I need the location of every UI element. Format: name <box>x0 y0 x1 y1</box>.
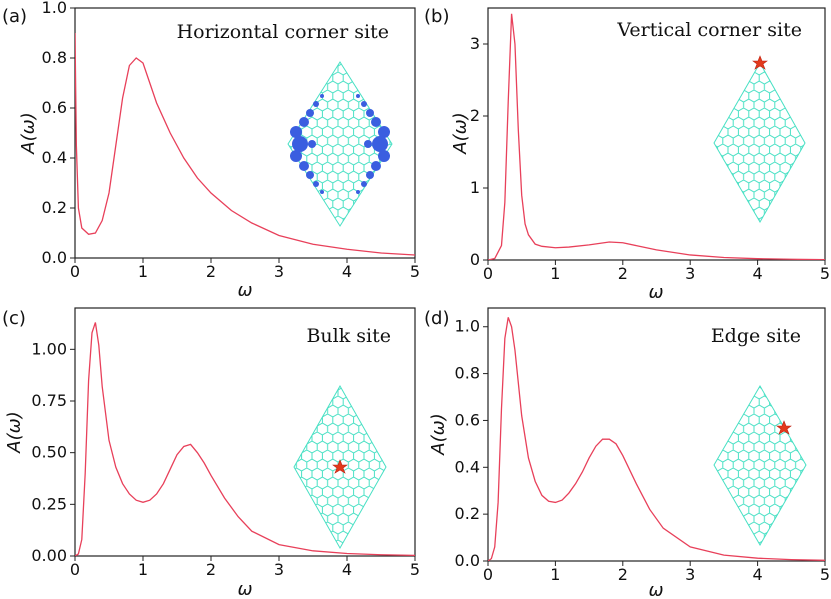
lattice-diamond <box>713 385 807 547</box>
panel-a-label: (a) <box>2 6 27 27</box>
panel-b-ticks: 0 1 2 3 4 5 0 1 2 3 <box>470 34 830 283</box>
y-tick-label: 1.0 <box>455 317 480 336</box>
panel-c-ylabel: A(ω) <box>4 411 25 453</box>
x-tick-label: 1 <box>550 264 560 283</box>
panel-b: (b) Vertical corner site ω A(ω) 0 1 2 3 4 5 0 1… <box>424 6 830 303</box>
panel-c-ticks: 0 1 2 3 4 5 0.00 0.25 0.50 0.75 1.00 <box>31 339 420 579</box>
corner-weight-dots-icon <box>290 94 390 194</box>
panel-b-ylabel: A(ω) <box>450 112 471 154</box>
x-tick-label: 4 <box>342 560 352 579</box>
y-tick-label: 0.2 <box>455 504 480 523</box>
x-tick-label: 0 <box>70 262 80 281</box>
panel-a-curve <box>75 32 415 256</box>
y-tick-label: 0.0 <box>455 551 480 570</box>
x-tick-label: 5 <box>410 560 420 579</box>
y-tick-label: 2 <box>470 106 480 125</box>
y-tick-label: 0.50 <box>31 443 67 462</box>
y-tick-label: 0.75 <box>31 391 67 410</box>
x-tick-label: 1 <box>138 560 148 579</box>
panel-d-title: Edge site <box>711 325 801 347</box>
x-tick-label: 0 <box>70 560 80 579</box>
star-marker-icon <box>776 420 792 435</box>
panel-c-xlabel: ω <box>237 579 252 599</box>
y-tick-label: 0.0 <box>42 248 67 267</box>
y-tick-label: 3 <box>470 34 480 53</box>
x-tick-label: 5 <box>410 262 420 281</box>
y-tick-label: 0.6 <box>455 410 480 429</box>
x-tick-label: 4 <box>753 565 763 584</box>
x-tick-label: 2 <box>618 565 628 584</box>
y-tick-label: 1.0 <box>42 0 67 17</box>
panel-a-ticks: 0 1 2 3 4 5 0.0 0.2 0.4 0.6 0.8 1.0 <box>42 0 421 281</box>
panel-c-label: (c) <box>2 308 26 329</box>
y-tick-label: 0.4 <box>455 457 480 476</box>
y-tick-label: 0.2 <box>42 198 67 217</box>
panel-a-inset <box>287 61 393 227</box>
y-tick-label: 0.8 <box>455 364 480 383</box>
x-tick-label: 1 <box>550 565 560 584</box>
lattice-diamond <box>713 61 806 224</box>
panel-d-frame <box>487 307 826 562</box>
y-tick-label: 1 <box>470 178 480 197</box>
x-tick-label: 4 <box>753 264 763 283</box>
panel-b-xlabel: ω <box>648 282 663 303</box>
x-tick-label: 5 <box>820 565 830 584</box>
panel-b-frame <box>487 7 826 261</box>
panel-c-curve <box>75 322 415 556</box>
panel-a-title: Horizontal corner site <box>177 21 389 43</box>
panel-d-label: (d) <box>424 308 449 329</box>
panel-c-frame <box>74 307 416 557</box>
x-tick-label: 3 <box>274 262 284 281</box>
panel-d-xlabel: ω <box>648 580 663 599</box>
star-marker-icon <box>752 55 768 70</box>
x-tick-label: 0 <box>483 565 493 584</box>
x-tick-label: 4 <box>342 262 352 281</box>
y-tick-label: 0.6 <box>42 98 67 117</box>
panel-b-label: (b) <box>424 6 449 27</box>
x-tick-label: 1 <box>138 262 148 281</box>
panel-b-curve <box>488 13 825 260</box>
y-tick-label: 1.00 <box>31 339 67 358</box>
y-tick-label: 0.4 <box>42 148 67 167</box>
panel-a-ylabel: A(ω) <box>18 112 39 154</box>
x-tick-label: 2 <box>206 262 216 281</box>
y-tick-label: 0.8 <box>42 48 67 67</box>
y-tick-label: 0 <box>470 250 480 269</box>
y-tick-label: 0.00 <box>31 546 67 565</box>
x-tick-label: 5 <box>820 264 830 283</box>
panel-c-inset <box>293 384 387 550</box>
star-marker-icon <box>332 459 348 474</box>
panel-d-inset <box>713 385 807 547</box>
panel-d-curve <box>488 317 825 561</box>
panel-c-title: Bulk site <box>306 325 391 347</box>
x-tick-label: 2 <box>206 560 216 579</box>
x-tick-label: 3 <box>685 264 695 283</box>
x-tick-label: 3 <box>685 565 695 584</box>
panel-a-xlabel: ω <box>237 280 252 301</box>
x-tick-label: 3 <box>274 560 284 579</box>
x-tick-label: 2 <box>618 264 628 283</box>
panel-d-ticks: 0 1 2 3 4 5 0.0 0.2 0.4 0.6 0.8 1.0 <box>455 317 831 584</box>
y-tick-label: 0.25 <box>31 494 67 513</box>
x-tick-label: 0 <box>483 264 493 283</box>
panel-a: (a) Horizontal corner site ω A(ω) 0 1 2 3 4 5… <box>2 0 420 301</box>
panel-d-ylabel: A(ω) <box>428 413 449 455</box>
panel-b-title: Vertical corner site <box>616 19 802 41</box>
panel-d: (d) Edge site ω A(ω) 0 1 2 3 4 50.00.20.40.60… <box>424 307 831 599</box>
panel-a-frame <box>74 7 416 259</box>
panel-c: (c) Bulk site ω A(ω) 0 1 2 3 4 50.000.250.500… <box>2 307 420 599</box>
panel-b-inset <box>713 55 806 224</box>
